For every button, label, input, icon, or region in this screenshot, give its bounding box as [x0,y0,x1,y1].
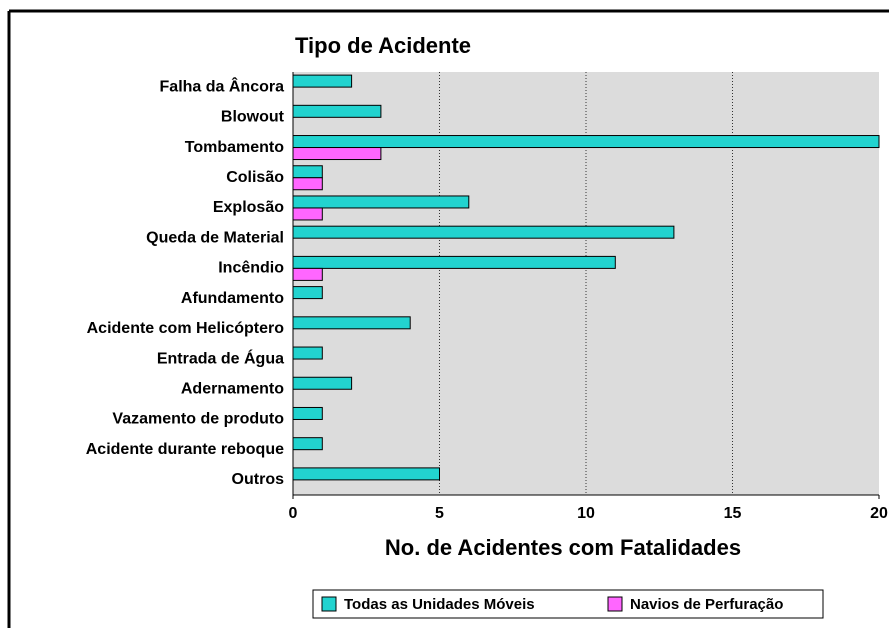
bar [292,147,382,161]
bar [292,195,470,209]
legend-label: Navios de Perfuração [630,596,783,613]
y-tick-label: Entrada de Água [157,348,284,367]
bar [292,225,675,239]
chart-title: Tipo de Acidente [295,33,471,58]
bar [292,267,323,281]
y-tick-label: Colisão [226,169,284,186]
bar [292,135,880,149]
y-tick-label: Adernamento [181,380,284,397]
bar [292,104,382,118]
y-tick-label: Queda de Material [146,229,284,246]
bar [292,255,616,269]
bar [292,177,323,191]
legend-label: Todas as Unidades Móveis [344,596,535,613]
x-axis-label: No. de Acidentes com Fatalidades [385,535,741,560]
x-tick-label: 0 [289,505,298,522]
bar [292,376,353,390]
y-tick-label: Outros [232,471,285,488]
y-tick-label: Blowout [221,109,285,126]
bar [292,406,323,420]
legend-swatch [607,596,623,612]
bar [292,74,353,88]
bar [292,207,323,221]
x-tick-label: 10 [577,505,595,522]
y-tick-label: Acidente durante reboque [86,441,284,458]
bar [292,346,323,360]
y-tick-label: Afundamento [181,290,284,307]
y-tick-label: Falha da Âncora [160,76,285,95]
bar [292,316,411,330]
bar [292,165,323,179]
y-tick-label: Explosão [213,199,284,216]
x-tick-label: 20 [870,505,888,522]
x-tick-label: 15 [724,505,742,522]
bar [292,437,323,451]
y-tick-label: Incêndio [218,260,284,277]
bar [292,467,440,481]
y-tick-label: Acidente com Helicóptero [87,320,285,337]
x-tick-label: 5 [435,505,444,522]
bar [292,286,323,300]
y-tick-label: Vazamento de produto [112,411,284,428]
legend [312,589,824,619]
y-tick-label: Tombamento [185,139,284,156]
legend-swatch [321,596,337,612]
